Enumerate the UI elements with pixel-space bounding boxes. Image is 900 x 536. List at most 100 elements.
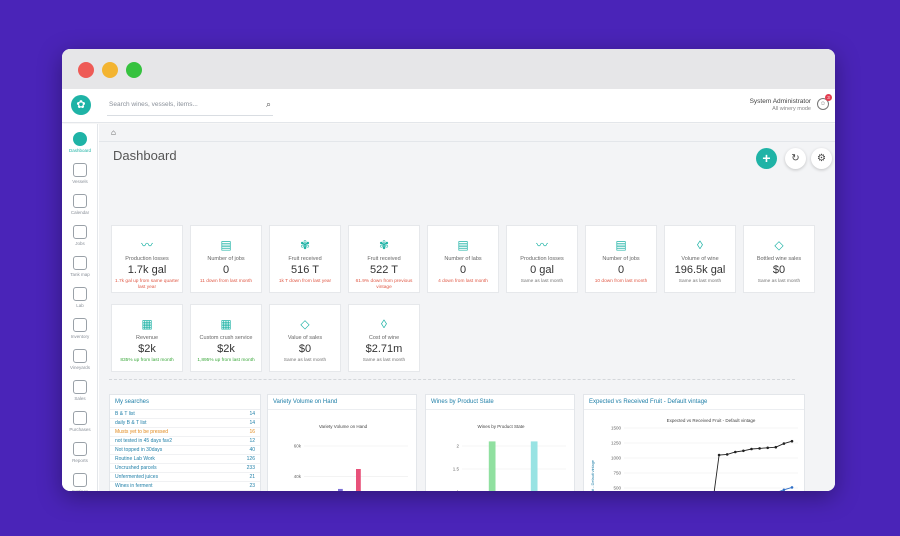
bar-4: [338, 488, 343, 491]
kpi-change: 1.7k gal up from same quarter last year: [115, 279, 179, 290]
product-state-panel-title: Wines by Product State: [426, 395, 574, 410]
sidebar-item-settings[interactable]: Settings: [62, 473, 98, 491]
kpi-change: 4 down from last month: [438, 279, 488, 284]
app-logo-icon[interactable]: ✿: [71, 95, 91, 115]
saved-search-name: Uncrushed parcels: [115, 465, 157, 471]
refresh-button[interactable]: ↻: [785, 148, 806, 169]
maximize-window-button[interactable]: [126, 62, 142, 78]
kpi-change: Same as last month: [520, 279, 564, 284]
kpi-card[interactable]: 〰 Production losses 0 gal Same as last mont…: [506, 225, 578, 293]
sidebar-item-label: Reports: [72, 458, 88, 463]
kpi-card[interactable]: ◇ Value of sales $0 Same as last month: [269, 304, 341, 372]
saved-search-row[interactable]: B & T list 14: [110, 410, 260, 419]
grapes-icon: ✾: [299, 238, 311, 252]
kpi-card[interactable]: ▤ Number of labs 0 4 down from last month: [427, 225, 499, 293]
kpi-change: 835% up from last month: [120, 358, 174, 363]
kpi-value: $2.71m: [365, 343, 403, 355]
saved-search-row[interactable]: Unfermented juices 21: [110, 473, 260, 482]
kpi-value: 0: [617, 264, 625, 276]
minimize-window-button[interactable]: [102, 62, 118, 78]
bar-2: [488, 441, 496, 491]
saved-search-name: daily B & T list: [115, 420, 147, 426]
drop-icon: ◊: [381, 317, 387, 331]
kpi-label: Fruit received: [367, 256, 401, 262]
kpi-card[interactable]: ▦ Revenue $2k 835% up from last month: [111, 304, 183, 372]
vessel-icon: [73, 163, 87, 177]
tag-icon: ◇: [774, 238, 784, 252]
kpi-card[interactable]: ▦ Custom crush service $2k 1,895% up from l…: [190, 304, 262, 372]
saved-search-name: not tested in 45 days fav2: [115, 438, 172, 444]
saved-search-count: 14: [249, 420, 255, 426]
saved-search-name: Unfermented juices: [115, 474, 159, 480]
kpi-label: Number of jobs: [602, 256, 640, 262]
kpi-card[interactable]: ◊ Cost of wine $2.71m Same as last month: [348, 304, 420, 372]
sidebar-item-reports[interactable]: Reports: [62, 442, 98, 463]
kpi-card[interactable]: ✾ Fruit received 522 T 61.9% down from prev…: [348, 225, 420, 293]
y-tick-label: 750: [613, 471, 621, 476]
kpi-card[interactable]: ◇ Bottled wine sales $0 Same as last month: [743, 225, 815, 293]
y-tick-label: 40k: [294, 474, 302, 479]
search-input[interactable]: Search wines, vessels, items... ⌕: [107, 96, 273, 116]
sidebar-item-sales[interactable]: Sales: [62, 380, 98, 401]
saved-search-row[interactable]: not tested in 45 days fav2 12: [110, 437, 260, 446]
sidebar-item-vessels[interactable]: Vessels: [62, 163, 98, 184]
tag-icon: [73, 380, 87, 394]
calendar-icon: [73, 194, 87, 208]
kpi-change: 11 down from last month: [199, 279, 253, 284]
settings-button[interactable]: ⚙: [811, 148, 832, 169]
kpi-card[interactable]: ✾ Fruit received 516 T 1k T down from last …: [269, 225, 341, 293]
saved-search-count: 40: [249, 447, 255, 453]
map-icon: [73, 256, 87, 270]
sidebar-nav: Dashboard Vessels Calendar Jobs Tank map Lab I…: [62, 124, 98, 491]
y-tick-label: 2: [456, 444, 459, 449]
clipboard-icon: [73, 225, 87, 239]
variety-volume-panel-title: Variety Volume on Hand: [268, 395, 416, 410]
kpi-value: 522 T: [370, 264, 398, 276]
kpi-card[interactable]: 〰 Production losses 1.7k gal 1.7k gal up fr…: [111, 225, 183, 293]
search-icon[interactable]: ⌕: [265, 99, 271, 109]
saved-search-row[interactable]: Musts yet to be pressed 16: [110, 428, 260, 437]
app-header: ✿ Search wines, vessels, items... ⌕ Syst…: [62, 89, 835, 123]
user-info[interactable]: System Administrator All winery mode: [750, 98, 811, 112]
saved-search-row[interactable]: Uncrushed parcels 233: [110, 464, 260, 473]
kpi-card[interactable]: ▤ Number of jobs 0 11 down from last month: [190, 225, 262, 293]
expected-received-chart: Expected vs Received Fruit - Default vin…: [591, 418, 798, 491]
kpi-card[interactable]: ▤ Number of jobs 0 10 down from last month: [585, 225, 657, 293]
pie-chart-icon: [73, 442, 87, 456]
saved-search-row[interactable]: Routine Lab Work 126: [110, 455, 260, 464]
home-icon[interactable]: ⌂: [111, 128, 116, 137]
y-tick-label: 500: [613, 486, 621, 491]
sidebar-item-purchases[interactable]: Purchases: [62, 411, 98, 432]
sidebar-item-vineyards[interactable]: Vineyards: [62, 349, 98, 370]
kpi-change: Same as last month: [362, 358, 406, 363]
kpi-label: Number of labs: [444, 256, 482, 262]
saved-search-row[interactable]: Not topped in 30days 40: [110, 446, 260, 455]
drop-icon: ◊: [697, 238, 703, 252]
sidebar-item-lab[interactable]: Lab: [62, 287, 98, 308]
y-tick-label: 1250: [611, 441, 622, 446]
saved-search-count: 14: [249, 411, 255, 417]
sidebar-item-label: Dashboard: [68, 148, 91, 153]
chart-title: Variety Volume on Hand: [319, 424, 368, 429]
clipboard-icon: ▤: [457, 238, 469, 252]
saved-search-count: 12: [249, 438, 255, 444]
kpi-change: 1,895% up from last month: [197, 358, 255, 363]
kpi-label: Fruit received: [288, 256, 322, 262]
series-0-line: [713, 440, 793, 491]
close-window-button[interactable]: [78, 62, 94, 78]
sidebar-item-inventory[interactable]: Inventory: [62, 318, 98, 339]
search-placeholder: Search wines, vessels, items...: [109, 101, 198, 108]
sidebar-item-calendar[interactable]: Calendar: [62, 194, 98, 215]
sidebar-item-label: Vessels: [72, 179, 88, 184]
sidebar-item-dashboard[interactable]: Dashboard: [62, 132, 98, 153]
saved-search-name: Not topped in 30days: [115, 447, 163, 453]
sidebar-item-tank-map[interactable]: Tank map: [62, 256, 98, 277]
saved-search-row[interactable]: daily B & T list 14: [110, 419, 260, 428]
add-button[interactable]: +: [756, 148, 777, 169]
kpi-card[interactable]: ◊ Volume of wine 196.5k gal Same as last mo…: [664, 225, 736, 293]
user-avatar-icon[interactable]: ☺: [817, 98, 829, 110]
saved-search-name: B & T list: [115, 411, 135, 417]
kpi-label: Value of sales: [287, 335, 323, 341]
saved-search-row[interactable]: Wines in ferment 23: [110, 482, 260, 491]
sidebar-item-jobs[interactable]: Jobs: [62, 225, 98, 246]
